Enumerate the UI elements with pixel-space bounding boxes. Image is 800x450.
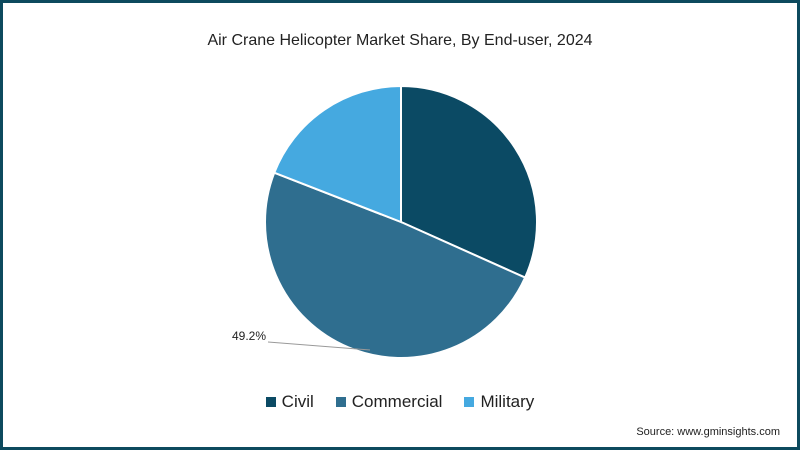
legend-item-commercial: Commercial bbox=[335, 392, 443, 412]
legend-item-military: Military bbox=[464, 392, 534, 412]
legend-swatch-military bbox=[464, 397, 475, 407]
leader-line bbox=[267, 341, 371, 351]
legend: Civil Commercial Military bbox=[0, 392, 800, 412]
pie-slice-military bbox=[272, 84, 402, 224]
legend-label: Commercial bbox=[351, 392, 443, 411]
legend-item-civil: Civil bbox=[265, 392, 314, 412]
source-note: Source: www.gminsights.com bbox=[636, 426, 780, 438]
data-label-commercial: 49.2% bbox=[232, 329, 267, 343]
pie-slice-commercial bbox=[264, 171, 527, 359]
legend-swatch-civil bbox=[265, 397, 276, 407]
legend-swatch-commercial bbox=[335, 397, 346, 407]
pie-slice-civil bbox=[400, 84, 538, 279]
legend-label: Civil bbox=[281, 392, 314, 411]
legend-label: Military bbox=[480, 392, 535, 411]
chart-title: Air Crane Helicopter Market Share, By En… bbox=[207, 32, 593, 49]
